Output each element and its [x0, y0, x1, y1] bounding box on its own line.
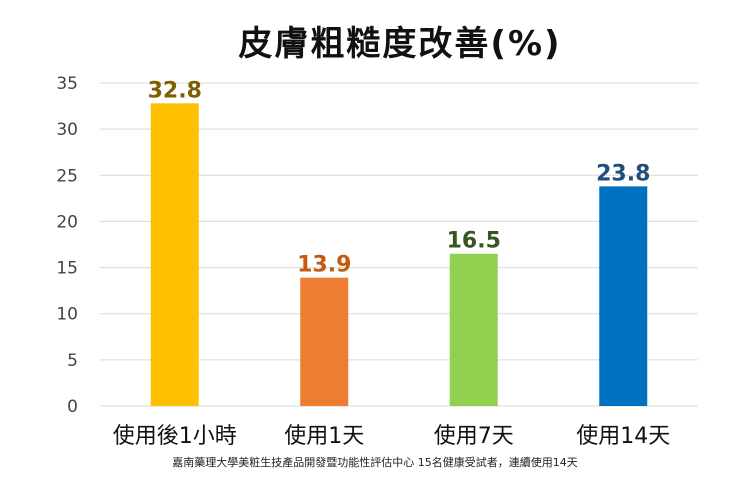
y-tick-label: 20 — [56, 212, 78, 232]
data-label: 32.8 — [148, 78, 202, 103]
bars — [150, 103, 648, 406]
y-tick-label: 25 — [56, 166, 78, 186]
y-tick-label: 10 — [56, 305, 78, 325]
y-axis-ticks: 0 5 10 15 20 25 30 35 — [56, 74, 78, 417]
category-label: 使用14天 — [576, 424, 670, 449]
bar — [449, 253, 498, 406]
chart-title: 皮膚粗糙度改善(%) — [238, 24, 561, 64]
y-tick-label: 30 — [56, 120, 78, 140]
category-label: 使用7天 — [434, 424, 514, 449]
category-label: 使用後1小時 — [113, 424, 237, 449]
category-label: 使用1天 — [284, 424, 364, 449]
y-tick-label: 15 — [56, 259, 78, 279]
grid-lines — [100, 82, 698, 407]
y-tick-label: 0 — [67, 397, 78, 417]
data-label: 13.9 — [297, 253, 351, 278]
bar — [150, 103, 199, 406]
category-labels: 使用後1小時 使用1天 使用7天 使用14天 — [113, 424, 671, 449]
data-label: 16.5 — [447, 229, 501, 254]
y-tick-label: 5 — [67, 351, 78, 371]
data-label: 23.8 — [596, 161, 650, 186]
footnote: 嘉南藥理大學美粧生技產品開發暨功能性評估中心 15名健康受試者，連續使用14天 — [172, 455, 578, 469]
bar — [599, 186, 648, 406]
y-tick-label: 35 — [56, 74, 78, 94]
data-labels: 32.8 13.9 16.5 23.8 — [148, 78, 651, 277]
bar — [300, 277, 349, 406]
